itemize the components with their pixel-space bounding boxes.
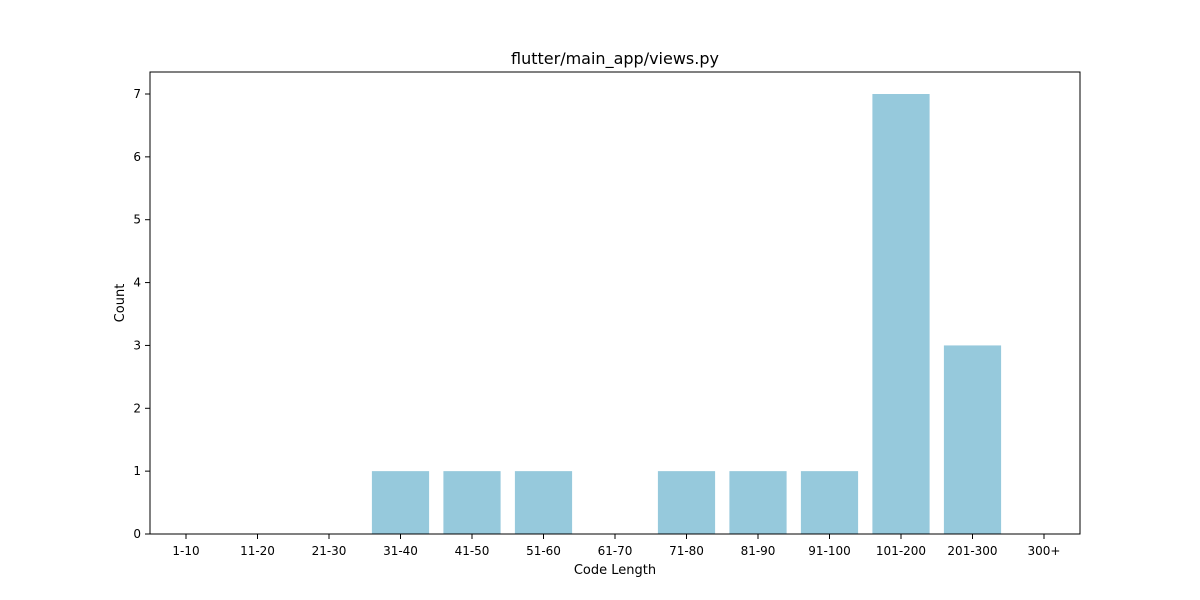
x-tick-label: 31-40 — [383, 544, 418, 558]
bar-31-40 — [371, 471, 430, 534]
bars-layer — [371, 94, 1002, 534]
bar-41-50 — [443, 471, 501, 534]
y-axis-label: Count — [113, 284, 128, 323]
y-axis: 0 1 2 3 4 5 6 7 — [133, 87, 150, 541]
x-tick-label: 91-100 — [808, 544, 851, 558]
y-tick-label: 3 — [133, 338, 141, 352]
y-tick-label: 4 — [133, 276, 141, 290]
y-tick-label: 5 — [133, 213, 141, 227]
x-tick-label: 61-70 — [598, 544, 633, 558]
y-tick-label: 2 — [133, 401, 141, 415]
x-tick-label: 71-80 — [669, 544, 704, 558]
y-tick-label: 0 — [133, 527, 141, 541]
x-axis: 1-10 11-20 21-30 31-40 41-50 51-60 61-70 71-80 8… — [172, 534, 1060, 558]
x-tick-label: 51-60 — [526, 544, 561, 558]
bar-201-300 — [943, 345, 1002, 534]
bar-101-200 — [872, 94, 930, 534]
bar-91-100 — [800, 471, 859, 534]
x-tick-label: 41-50 — [455, 544, 490, 558]
x-axis-label: Code Length — [574, 563, 656, 578]
x-tick-label: 300+ — [1028, 544, 1061, 558]
y-tick-label: 6 — [133, 150, 141, 164]
bar-81-90 — [729, 471, 787, 534]
x-tick-label: 201-300 — [947, 544, 997, 558]
x-tick-label: 81-90 — [741, 544, 776, 558]
x-tick-label: 101-200 — [876, 544, 926, 558]
plot-frame — [149, 71, 1081, 535]
bar-71-80 — [657, 471, 716, 534]
y-tick-label: 7 — [133, 87, 141, 101]
x-tick-label: 1-10 — [172, 544, 199, 558]
x-tick-label: 21-30 — [312, 544, 347, 558]
y-tick-label: 1 — [133, 464, 141, 478]
x-tick-label: 11-20 — [240, 544, 275, 558]
bar-51-60 — [514, 471, 573, 534]
chart-title: flutter/main_app/views.py — [511, 49, 719, 69]
